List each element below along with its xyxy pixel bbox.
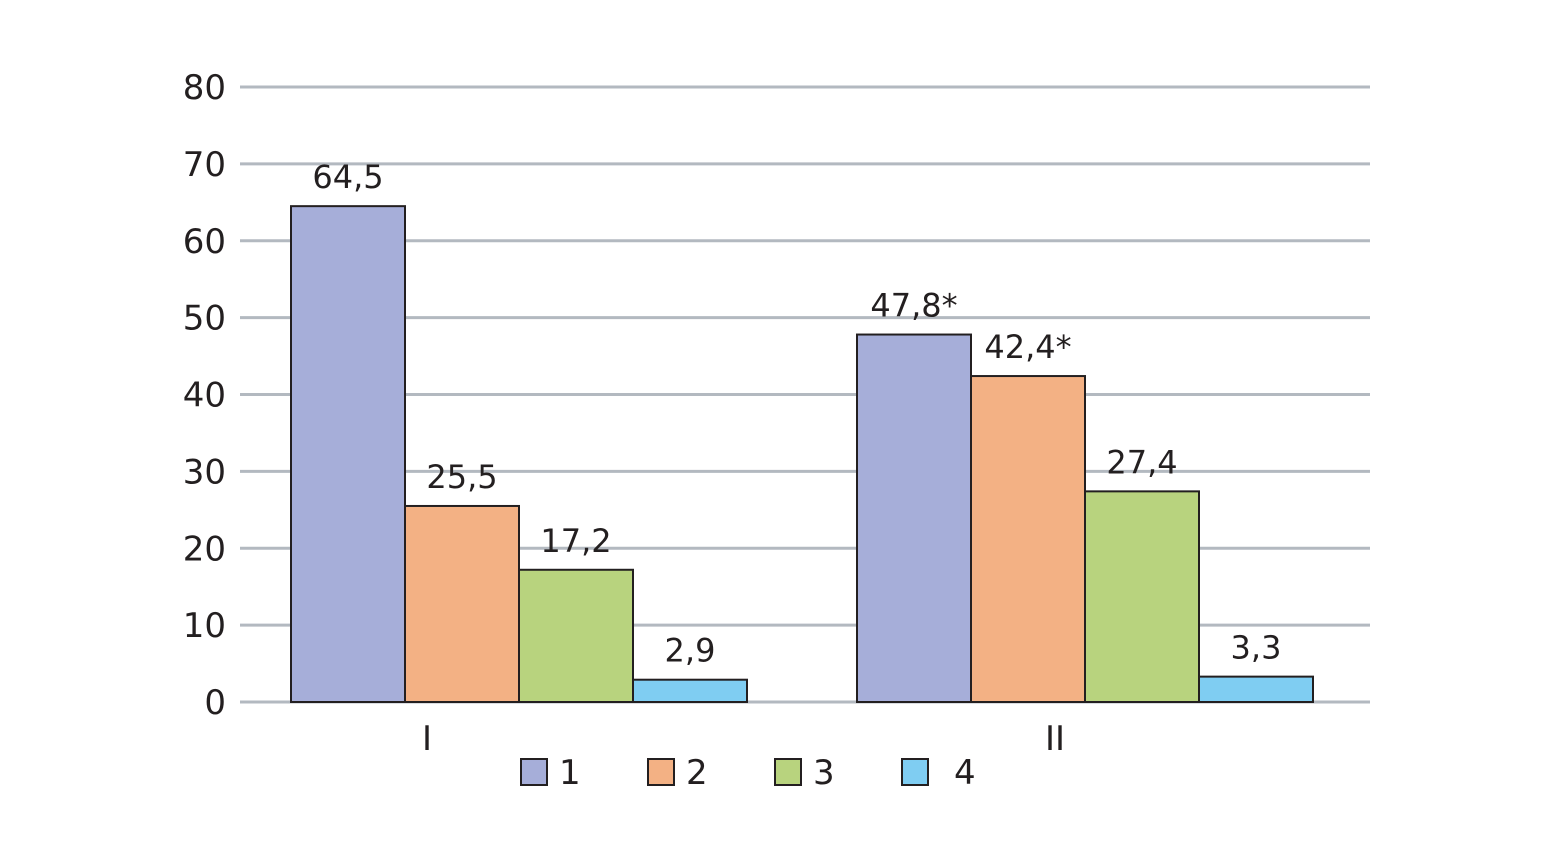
legend-label: 1: [559, 753, 581, 793]
y-tick-label: 10: [183, 606, 226, 646]
bar-I-series-3: [518, 568, 634, 704]
legend-item-2: 2: [647, 753, 708, 793]
legend-label: 2: [686, 753, 708, 793]
legend-label: 4: [954, 753, 976, 793]
bar-I-series-2: [404, 504, 520, 703]
legend-label: 3: [813, 753, 835, 793]
data-labels: 64,5 25,5 17,2 2,9 47,8* 42,4* 27,4 3,3: [312, 158, 1281, 670]
bar-II-series-4: [1198, 675, 1314, 703]
data-label: 64,5: [312, 158, 383, 196]
legend-item-4: 4: [901, 753, 976, 793]
legend: 1 2 3 4: [520, 753, 976, 793]
data-label: 42,4*: [984, 328, 1071, 366]
legend-item-1: 1: [520, 753, 581, 793]
legend-item-3: 3: [774, 753, 835, 793]
bar-I-series-1: [290, 205, 406, 703]
bar-I-series-4: [632, 678, 748, 703]
legend-swatch: [647, 758, 675, 786]
y-tick-label: 70: [183, 145, 226, 185]
y-axis-ticks: 0 10 20 30 40 50 60 70 80: [183, 68, 226, 723]
y-tick-label: 30: [183, 452, 226, 492]
y-tick-label: 60: [183, 222, 226, 262]
legend-swatch: [520, 758, 548, 786]
data-label: 27,4: [1106, 443, 1177, 481]
x-axis-categories: I II: [422, 719, 1065, 759]
y-tick-label: 50: [183, 299, 226, 339]
bars: [290, 205, 1314, 704]
category-label-II: II: [1045, 719, 1065, 759]
data-label: 3,3: [1231, 629, 1282, 667]
data-label: 2,9: [665, 632, 716, 670]
y-tick-label: 80: [183, 68, 226, 108]
bar-II-series-2: [970, 375, 1086, 703]
legend-swatch: [901, 758, 929, 786]
data-label: 47,8*: [870, 287, 957, 325]
legend-swatch: [774, 758, 802, 786]
bar-II-series-3: [1084, 490, 1200, 703]
data-label: 25,5: [426, 458, 497, 496]
y-tick-label: 20: [183, 529, 226, 569]
bar-II-series-1: [856, 333, 972, 703]
category-label-I: I: [422, 719, 432, 759]
y-tick-label: 40: [183, 376, 226, 416]
data-label: 17,2: [540, 522, 611, 560]
y-tick-label: 0: [204, 683, 226, 723]
